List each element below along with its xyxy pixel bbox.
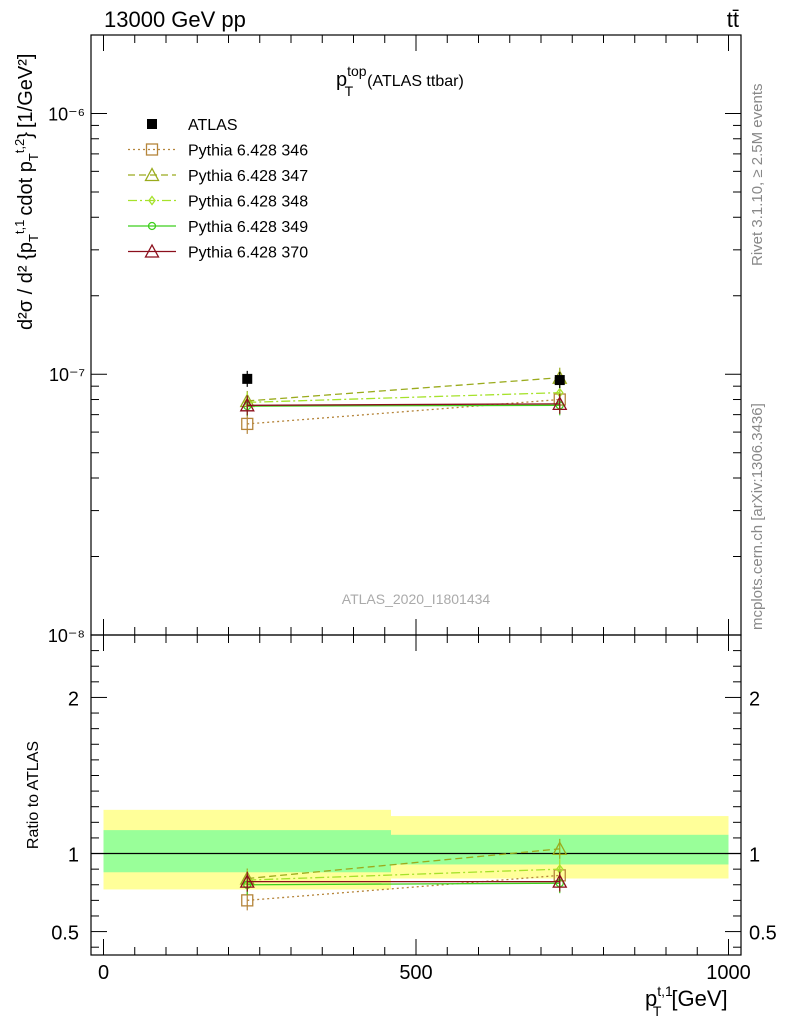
legend-label: Pythia 6.428 347 [188, 168, 308, 185]
ratio-series-line [247, 874, 560, 902]
legend-label: Pythia 6.428 370 [188, 245, 308, 262]
data-point [144, 167, 160, 182]
plot-title: ptop T(ATLAS ttbar) [336, 63, 464, 99]
legend-label: ATLAS [188, 117, 238, 134]
data-point [239, 873, 255, 888]
data-point [144, 243, 160, 258]
data-point [552, 395, 568, 410]
analysis-watermark: ATLAS_2020_I1801434 [342, 591, 491, 607]
series-line [247, 398, 560, 425]
y-tick-label: 10⁻⁷ [49, 365, 85, 385]
ratio-tick-label: 2 [68, 688, 79, 710]
ratio-series-line [247, 882, 560, 886]
data-point [148, 195, 156, 206]
header-left: 13000 GeV pp [104, 7, 246, 32]
uncertainty-band-inner [103, 830, 391, 873]
mcplots-label: mcplots.cern.ch [arXiv:1306.3436] [749, 403, 766, 630]
legend-marker-atlas [147, 119, 157, 129]
data-point [145, 143, 159, 156]
atlas-data-point [554, 375, 565, 386]
y-tick-label: 10⁻⁶ [48, 104, 85, 124]
header-right: tt̄ [727, 7, 739, 32]
main-series-layer [239, 367, 568, 434]
legend-label: Pythia 6.428 349 [188, 219, 308, 236]
x-axis: 0 500 1000 [98, 35, 751, 984]
y-tick-label: 10⁻⁸ [48, 626, 85, 646]
ratio-panel-frame [90, 634, 742, 956]
series-line [247, 404, 560, 407]
ratio-tick-label-right: 2 [749, 688, 760, 710]
ratio-y-axis-title: Ratio to ATLAS [25, 741, 42, 849]
series-line [247, 392, 560, 404]
legend-label: Pythia 6.428 348 [188, 194, 308, 211]
main-y-axis: 10⁻⁸ 10⁻⁷ 10⁻⁶ [48, 34, 741, 646]
data-point [239, 397, 255, 412]
ratio-series-line [247, 848, 560, 880]
data-point [241, 417, 254, 431]
ratio-series-layer [239, 838, 568, 911]
x-tick-label: 1000 [706, 962, 751, 984]
data-point [552, 873, 568, 888]
ratio-tick-label: 0.5 [51, 923, 79, 945]
x-tick-label: 500 [399, 962, 432, 984]
data-point [552, 840, 568, 856]
data-point [147, 221, 157, 231]
ratio-y-axis: 0.5 0.5 1 1 2 2 [51, 634, 777, 948]
legend: ATLAS Pythia 6.428 346 Pythia 6.428 347 Pyt… [128, 117, 308, 262]
x-axis-title: pt,1 T [GeV] [645, 983, 728, 1019]
ratio-tick-label-right: 1 [749, 845, 760, 867]
ratio-tick-label-right: 0.5 [749, 923, 777, 945]
ratio-tick-label: 1 [68, 845, 79, 867]
series-line [247, 403, 560, 406]
rivet-label: Rivet 3.1.10, ≥ 2.5M events [749, 84, 766, 267]
data-point [241, 894, 254, 907]
x-tick-label: 0 [98, 962, 109, 984]
y-axis-title: d²σ / d² {pTt,1cdot pTt,2}[1/GeV²] [12, 54, 41, 330]
series-line [247, 377, 560, 402]
ratio-bands [103, 809, 729, 890]
atlas-data-point [242, 373, 253, 384]
legend-label: Pythia 6.428 346 [188, 143, 308, 160]
ratio-series-line [247, 868, 560, 881]
